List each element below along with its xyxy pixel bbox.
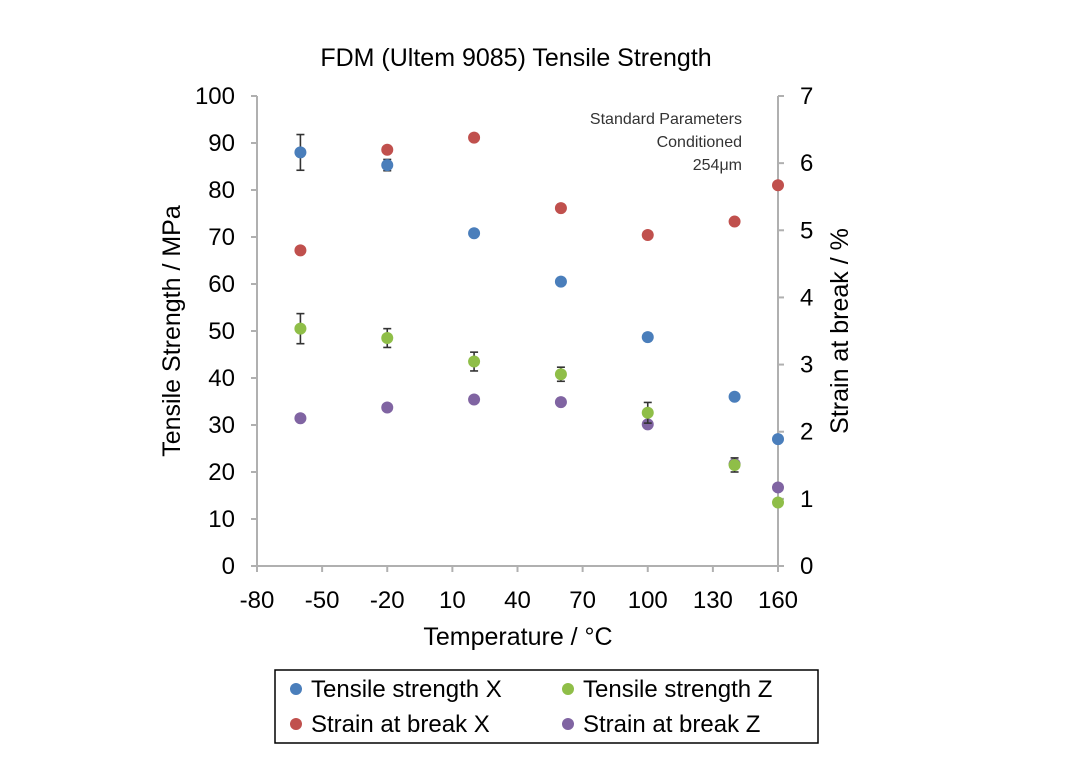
data-point — [554, 275, 567, 288]
y2-tick-label: 7 — [800, 83, 813, 110]
data-point — [772, 481, 784, 494]
series-tensile-strength-z — [294, 312, 784, 509]
data-point — [641, 406, 654, 419]
y-tick-label: 60 — [208, 271, 235, 298]
x-tick-label: 100 — [628, 587, 668, 614]
y2-tick-label: 5 — [800, 217, 813, 244]
data-point — [468, 393, 481, 406]
y-tick-label: 80 — [208, 177, 235, 204]
annotation-line-1: Standard Parameters — [590, 111, 742, 128]
data-point — [294, 412, 307, 425]
legend-swatch-tensile-x — [290, 683, 302, 695]
x-axis-title: Temperature / °C — [423, 623, 612, 651]
data-point — [468, 355, 481, 368]
data-point — [294, 322, 307, 335]
legend-swatch-tensile-z — [562, 683, 574, 695]
data-point — [381, 143, 394, 156]
legend-label-strain-z: Strain at break Z — [583, 711, 760, 738]
data-point — [772, 433, 784, 446]
data-point — [554, 368, 567, 381]
legend: Tensile strength X Tensile strength Z St… — [274, 669, 819, 744]
series-strain-at-break-x — [294, 131, 784, 257]
y2-tick-label: 1 — [800, 486, 813, 513]
plot-marks — [294, 131, 784, 509]
y-tick-label: 20 — [208, 459, 235, 486]
legend-label-tensile-z: Tensile strength Z — [583, 676, 772, 703]
data-point — [294, 244, 307, 257]
chart-title: FDM (Ultem 9085) Tensile Strength — [320, 44, 711, 72]
legend-label-tensile-x: Tensile strength X — [311, 676, 502, 703]
y-tick-label: 10 — [208, 506, 235, 533]
data-point — [381, 401, 394, 414]
y-tick-label: 70 — [208, 224, 235, 251]
data-point — [728, 458, 741, 471]
x-tick-label: 70 — [569, 587, 596, 614]
data-point — [641, 228, 654, 241]
x-tick-label: 10 — [439, 587, 466, 614]
y-axis-title: Tensile Strength / MPa — [158, 205, 186, 457]
annotation-line-2: Conditioned — [657, 134, 742, 151]
y-tick-label: 100 — [195, 83, 235, 110]
y2-tick-label: 3 — [800, 352, 813, 379]
y-tick-label: 40 — [208, 365, 235, 392]
series-strain-at-break-z — [294, 393, 784, 494]
y2-tick-label: 4 — [800, 284, 813, 311]
y-tick-label: 90 — [208, 130, 235, 157]
data-point — [728, 215, 741, 228]
data-point — [554, 202, 567, 215]
y-tick-label: 0 — [222, 553, 235, 580]
x-tick-label: 40 — [504, 587, 531, 614]
data-point — [381, 159, 394, 172]
x-tick-label: 160 — [758, 587, 798, 614]
legend-swatch-strain-x — [290, 718, 302, 730]
y-tick-label: 50 — [208, 318, 235, 345]
data-point — [381, 332, 394, 345]
data-point — [468, 227, 481, 240]
data-point — [641, 331, 654, 344]
data-point — [772, 496, 784, 509]
legend-label-strain-x: Strain at break X — [311, 711, 490, 738]
x-tick-label: -20 — [370, 587, 405, 614]
y2-axis-title: Strain at break / % — [826, 228, 854, 434]
legend-box — [274, 669, 819, 744]
annotation: Standard Parameters Conditioned 254μm — [590, 111, 742, 174]
data-point — [294, 146, 307, 159]
data-point — [641, 418, 654, 431]
data-point — [728, 390, 741, 403]
series-tensile-strength-x — [294, 133, 784, 446]
x-tick-label: -80 — [240, 587, 275, 614]
y2-tick-label: 0 — [800, 553, 813, 580]
data-point — [468, 131, 481, 144]
axes: -80 -50 -20 10 40 70 100 130 1600102030405060708… — [195, 83, 813, 614]
x-tick-label: -50 — [305, 587, 340, 614]
y2-tick-label: 6 — [800, 150, 813, 177]
data-point — [772, 179, 784, 192]
y-tick-label: 30 — [208, 412, 235, 439]
legend-swatch-strain-z — [562, 718, 574, 730]
annotation-line-3: 254μm — [693, 157, 742, 174]
x-tick-label: 130 — [693, 587, 733, 614]
data-point — [554, 396, 567, 409]
y2-tick-label: 2 — [800, 419, 813, 446]
